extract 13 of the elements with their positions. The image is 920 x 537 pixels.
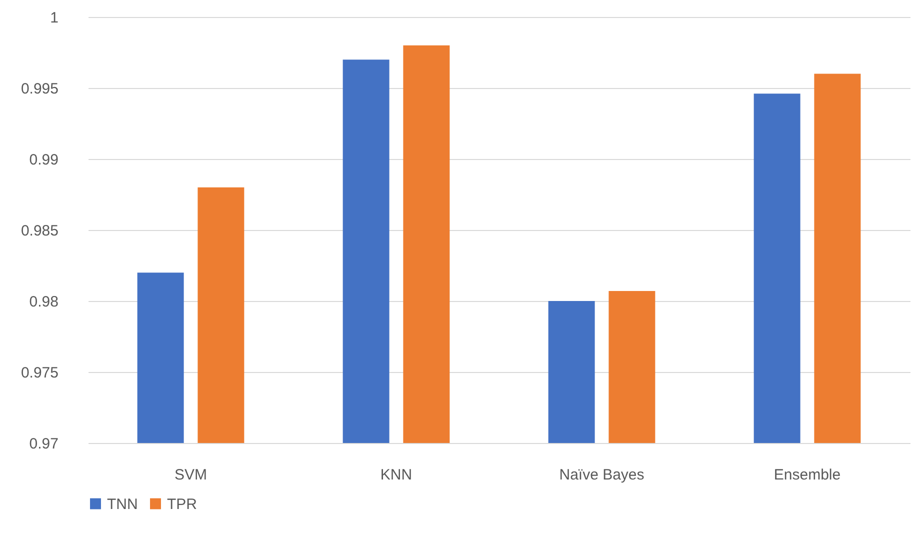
- y-tick-label: 0.995: [20, 80, 58, 98]
- x-tick-label: Ensemble: [774, 466, 841, 484]
- y-tick-label: 0.99: [29, 152, 58, 168]
- legend-label: TPR: [167, 496, 198, 513]
- y-tick-label: 0.98: [29, 294, 58, 310]
- y-tick-label: 0.975: [20, 364, 58, 382]
- y-tick-label: 1: [50, 10, 58, 26]
- x-tick-label: SVM: [174, 466, 208, 484]
- y-tick-label: 0.985: [20, 222, 58, 240]
- legend-label: TNN: [107, 496, 138, 513]
- x-tick-label: Naïve Bayes: [559, 466, 644, 484]
- x-tick-label: KNN: [380, 466, 412, 484]
- y-tick-label: 0.97: [29, 436, 58, 452]
